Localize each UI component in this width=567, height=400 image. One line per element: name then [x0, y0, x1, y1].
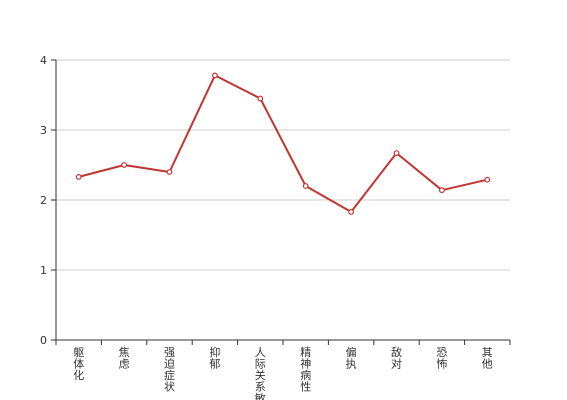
x-tick-label: 焦虑 [119, 346, 130, 371]
data-point [484, 176, 491, 183]
data-point [302, 183, 309, 189]
data-point [393, 150, 400, 157]
y-tick-label: 1 [40, 264, 47, 277]
y-tick-label: 3 [40, 124, 47, 137]
x-tick-label: 偏执 [346, 345, 357, 371]
data-point [75, 173, 82, 180]
data-point [211, 72, 218, 79]
series [75, 72, 491, 215]
data-point [121, 162, 127, 168]
grid [56, 59, 510, 271]
data-point [348, 208, 355, 215]
x-tick-label: 人际关系敏感 [255, 346, 266, 400]
series-line [78, 74, 488, 213]
y-axis-ticks: 0 1 2 3 4 [40, 54, 56, 347]
data-point [166, 169, 173, 175]
x-tick-label: 抑郁 [209, 345, 220, 371]
x-axis-ticks: 躯体化 焦虑 强迫症状 抑郁 人际关系敏感 精神病性 偏执 敌对 恐怖 其他 [55, 340, 511, 400]
x-tick-label: 敌对 [391, 345, 402, 371]
y-tick-label: 4 [40, 54, 47, 67]
x-tick-label: 精神病性 [300, 346, 311, 394]
x-tick-label: 强迫症状 [164, 346, 175, 394]
x-tick-label: 其他 [482, 346, 493, 371]
data-point [439, 187, 445, 194]
y-tick-label: 0 [40, 334, 47, 347]
data-point [257, 95, 264, 102]
y-tick-label: 2 [40, 194, 47, 207]
x-tick-label: 躯体化 [73, 346, 84, 382]
x-tick-label: 恐怖 [436, 346, 447, 371]
